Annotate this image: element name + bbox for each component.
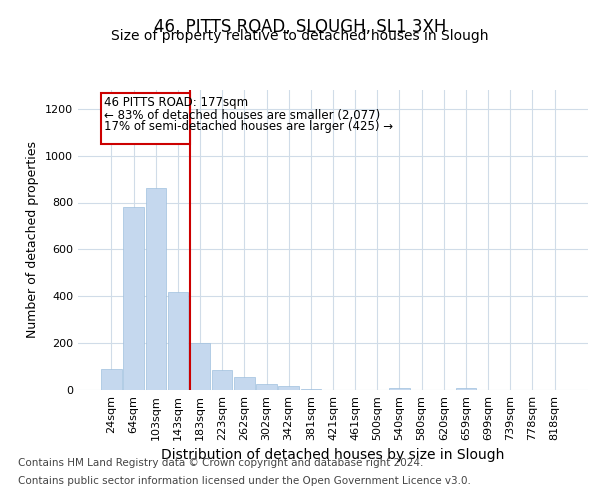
Text: Contains HM Land Registry data © Crown copyright and database right 2024.: Contains HM Land Registry data © Crown c… [18, 458, 424, 468]
Bar [456, 388, 476, 390]
Text: 17% of semi-detached houses are larger (425) →: 17% of semi-detached houses are larger (… [104, 120, 393, 134]
FancyBboxPatch shape [101, 93, 190, 144]
Text: 46, PITTS ROAD, SLOUGH, SL1 3XH: 46, PITTS ROAD, SLOUGH, SL1 3XH [154, 18, 446, 36]
Text: Size of property relative to detached houses in Slough: Size of property relative to detached ho… [111, 29, 489, 43]
Bar [301, 389, 321, 390]
Text: 46 PITTS ROAD: 177sqm: 46 PITTS ROAD: 177sqm [104, 96, 248, 110]
Bar [101, 369, 122, 390]
Bar [389, 388, 410, 390]
Bar [212, 370, 232, 390]
Y-axis label: Number of detached properties: Number of detached properties [26, 142, 40, 338]
Text: ← 83% of detached houses are smaller (2,077): ← 83% of detached houses are smaller (2,… [104, 109, 380, 122]
Bar [146, 188, 166, 390]
Bar [234, 377, 254, 390]
Bar [278, 386, 299, 390]
X-axis label: Distribution of detached houses by size in Slough: Distribution of detached houses by size … [161, 448, 505, 462]
Text: Contains public sector information licensed under the Open Government Licence v3: Contains public sector information licen… [18, 476, 471, 486]
Bar [167, 292, 188, 390]
Bar [124, 207, 144, 390]
Bar [190, 343, 210, 390]
Bar [256, 384, 277, 390]
